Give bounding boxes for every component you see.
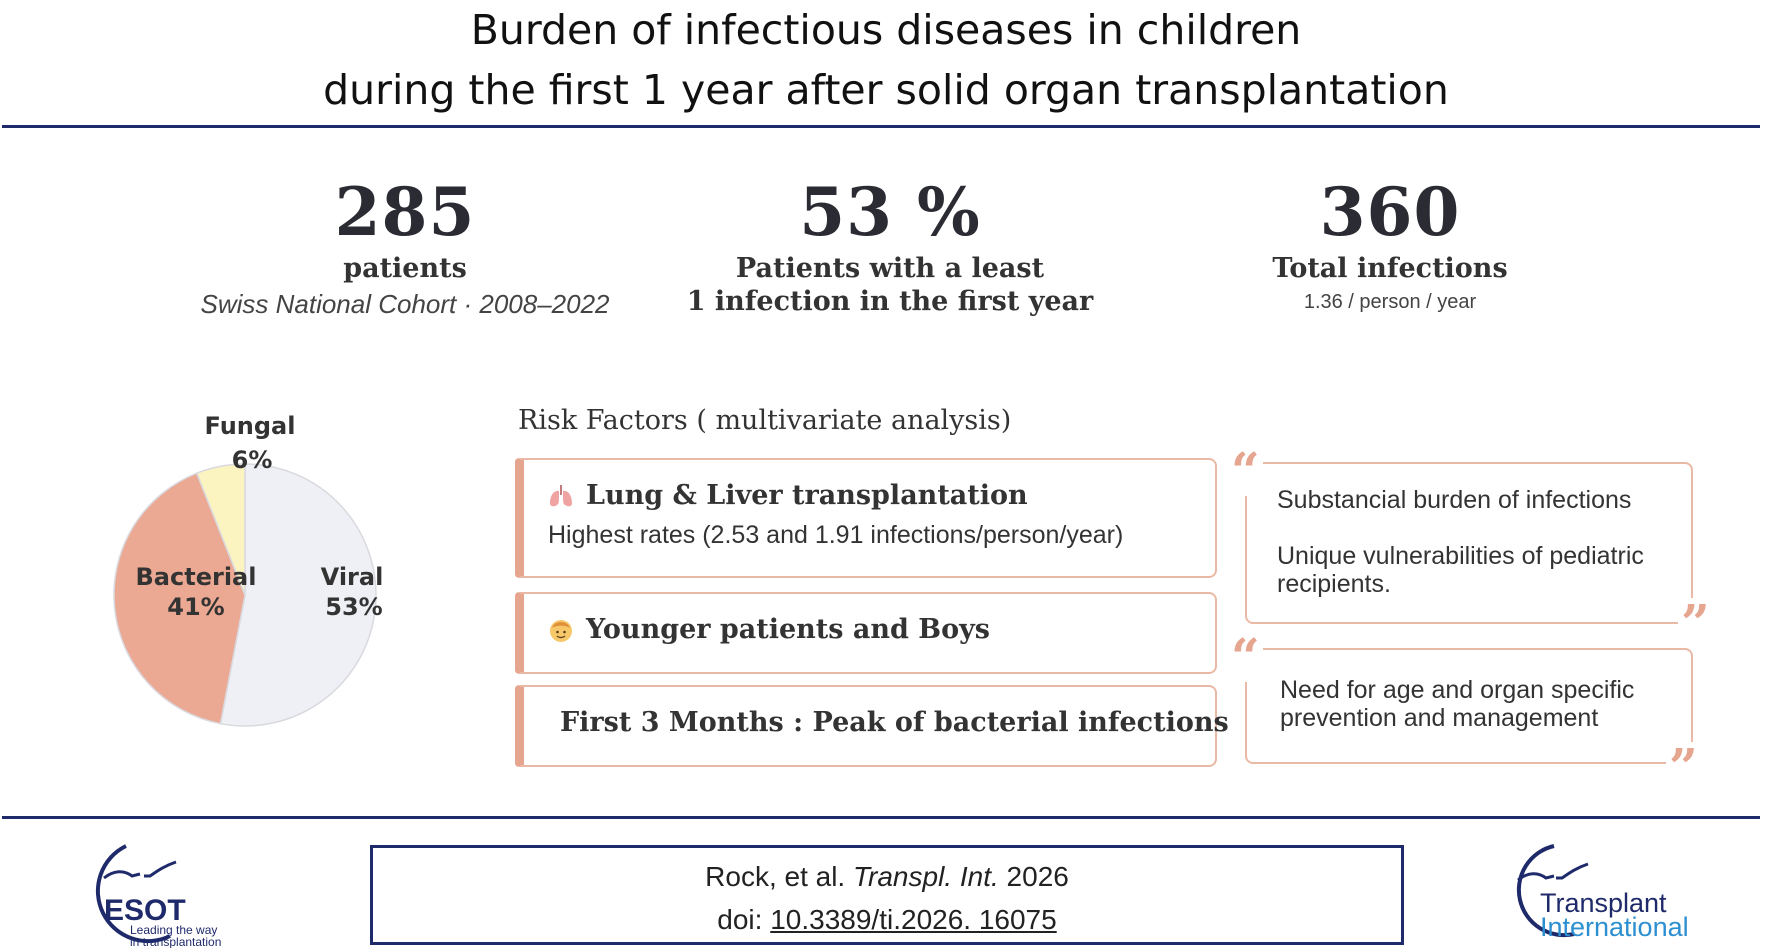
stat-percent-label-1: Patients with a least	[735, 253, 1045, 284]
esot-logo-name: ESOT	[104, 894, 186, 927]
key-message-box: Need for age and organ specific preventi…	[1245, 648, 1693, 764]
stat-total-sub: 1.36 / person / year	[1303, 291, 1477, 313]
esot-tagline-2: in transplantation	[130, 935, 221, 948]
stat-patients-value: 285	[334, 173, 476, 251]
risk-factor-card: Lung & Liver transplantation Highest rat…	[515, 458, 1217, 578]
esot-logo: ESOT Leading the way in transplantation	[95, 844, 221, 948]
close-quote-icon: ”	[1666, 742, 1701, 792]
lungs-icon	[550, 484, 572, 506]
risk-factor-card: Younger patients and Boys	[515, 592, 1217, 674]
citation-box: Rock, et al. Transpl. Int. 2026 doi: 10.…	[370, 845, 1404, 945]
citation-doi-link[interactable]: 10.3389/ti.2026. 16075	[770, 904, 1057, 935]
risk-factor-desc: Highest rates (2.53 and 1.91 infections/…	[548, 521, 1124, 549]
pie-slice-viral	[219, 463, 377, 727]
pie-pct-viral: 53%	[325, 593, 382, 621]
pie-pct-bacterial: 41%	[167, 593, 224, 621]
stat-total: 360 Total infections 1.36 / person / yea…	[1160, 172, 1620, 318]
stat-percent-value: 53 %	[799, 173, 981, 251]
citation-year: 2026	[998, 861, 1069, 892]
child-face-icon	[550, 619, 572, 642]
stat-patients-label: patients	[343, 253, 467, 284]
key-message-line: prevention and management	[1280, 704, 1599, 732]
esot-tagline-1: Leading the way	[130, 923, 217, 937]
citation-authors: Rock, et al.	[705, 861, 853, 892]
key-message-line: Substancial burden of infections	[1277, 486, 1632, 514]
pie-pct-fungal: 6%	[232, 446, 273, 474]
key-message-box: Substancial burden of infections Unique …	[1245, 462, 1693, 624]
page-title: Burden of infectious diseases in childre…	[0, 0, 1772, 120]
risk-factor-title: Lung & Liver transplantation	[586, 480, 1028, 511]
citation-doi-label: doi:	[717, 904, 771, 935]
stat-percent-label-2: 1 infection in the first year	[686, 286, 1094, 317]
ti-logo-line-2: International	[1540, 912, 1689, 942]
stat-patients-sub: Swiss National Cohort · 2008–2022	[200, 289, 610, 319]
close-quote-icon: ”	[1678, 598, 1713, 648]
risk-factor-title: Younger patients and Boys	[586, 614, 990, 645]
bottom-divider	[2, 816, 1760, 819]
top-divider	[2, 125, 1760, 128]
title-line-1: Burden of infectious diseases in childre…	[470, 6, 1302, 54]
key-message-line: Need for age and organ specific	[1280, 676, 1635, 704]
citation-journal: Transpl. Int.	[853, 861, 999, 892]
key-message-line: Unique vulnerabilities of pediatric	[1277, 542, 1644, 570]
risk-factor-title: First 3 Months : Peak of bacterial infec…	[560, 707, 1229, 738]
ti-logo-line-1: Transplant	[1540, 888, 1667, 918]
pie-label-fungal: Fungal	[205, 412, 296, 440]
risk-factors-title: Risk Factors ( multivariate analysis)	[518, 405, 1012, 436]
key-message-spacer	[1277, 514, 1691, 542]
pie-label-bacterial: Bacterial	[136, 563, 257, 591]
stat-total-label: Total infections	[1272, 253, 1508, 284]
open-quote-icon: “	[1228, 632, 1263, 682]
open-quote-icon: “	[1228, 446, 1263, 496]
pie-slice-bacterial	[113, 472, 246, 725]
stat-patients: 285 patients Swiss National Cohort · 200…	[175, 172, 635, 322]
stat-total-value: 360	[1319, 173, 1461, 251]
infection-type-pie-chart: Fungal 6% Bacterial 41% Viral 53%	[113, 412, 384, 727]
stat-percent: 53 % Patients with a least 1 infection i…	[660, 172, 1120, 318]
pie-slice-fungal	[195, 463, 246, 596]
title-line-2: during the first 1 year after solid orga…	[323, 66, 1449, 114]
key-message-line: recipients.	[1277, 570, 1391, 598]
risk-factor-card: First 3 Months : Peak of bacterial infec…	[515, 685, 1229, 767]
pie-label-viral: Viral	[321, 563, 384, 591]
transplant-international-logo: Transplant International	[1516, 844, 1689, 942]
